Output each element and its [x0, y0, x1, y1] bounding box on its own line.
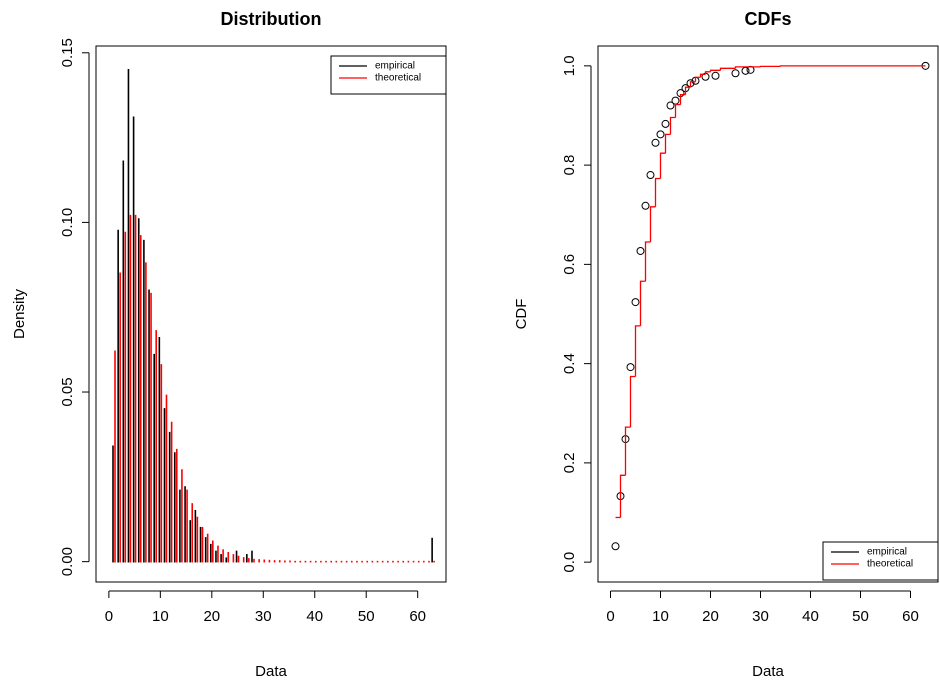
- plot-frame: [597, 45, 939, 583]
- legend-label: theoretical: [375, 73, 421, 84]
- x-tick-label: 50: [358, 608, 375, 625]
- legend-label: empirical: [375, 61, 415, 72]
- x-tick-label: 30: [255, 608, 272, 625]
- x-tick-label: 0: [606, 608, 614, 625]
- y-tick-label: 0.6: [561, 254, 578, 275]
- x-tick-label: 20: [203, 608, 220, 625]
- cdf-step: [694, 76, 701, 82]
- x-tick-label: 10: [152, 608, 169, 625]
- ecdf-point: [666, 101, 675, 110]
- y-tick-label: 0.2: [561, 452, 578, 473]
- cdf-step: [624, 426, 631, 476]
- x-tick-label: 0: [105, 608, 113, 625]
- cdf-step: [649, 206, 656, 243]
- legend-label: empirical: [867, 547, 907, 558]
- ecdf-point: [646, 171, 655, 180]
- x-tick-label: 60: [902, 608, 919, 625]
- cdf-step: [669, 116, 676, 135]
- cdf-step: [619, 474, 626, 518]
- cdf-step: [709, 69, 721, 72]
- cdf-step: [679, 93, 686, 105]
- ecdf-point: [731, 69, 740, 78]
- cdf-step: [634, 325, 641, 377]
- cdf-step: [719, 67, 736, 71]
- x-tick-label: 60: [409, 608, 426, 625]
- y-tick-label: 0.10: [59, 208, 76, 237]
- ecdf-point: [641, 201, 650, 210]
- ecdf-point: [631, 298, 640, 307]
- y-tick-label: 1.0: [561, 55, 578, 76]
- cdf-step: [639, 280, 646, 326]
- ecdf-point: [636, 246, 645, 255]
- cdf-step: [684, 86, 691, 95]
- cdf-step: [704, 71, 711, 75]
- cdf-step: [644, 241, 651, 282]
- cdf-step: [659, 152, 666, 179]
- y-axis-label: Density: [11, 288, 28, 339]
- chart-title: CDFs: [744, 9, 791, 29]
- cdf-step: [664, 133, 671, 154]
- ecdf-point: [711, 71, 720, 80]
- cdf-step: [674, 103, 681, 118]
- ecdf-point: [671, 96, 680, 105]
- x-tick-label: 30: [752, 608, 769, 625]
- x-tick-label: 50: [852, 608, 869, 625]
- y-tick-label: 0.0: [561, 552, 578, 573]
- cdf-step: [689, 81, 696, 88]
- y-tick-label: 0.05: [59, 377, 76, 406]
- x-tick-label: 10: [652, 608, 669, 625]
- ecdf-point: [741, 66, 750, 75]
- panel: Distribution Data Density 0 10 20 30 40 50 60 0.00…: [11, 9, 447, 680]
- cdf-step: [629, 375, 636, 428]
- cdf-step: [734, 66, 761, 69]
- ecdf-point: [656, 130, 665, 139]
- y-tick-label: 0.8: [561, 155, 578, 176]
- x-tick-label: 40: [802, 608, 819, 625]
- ecdf-point: [651, 138, 660, 147]
- x-axis-label: Data: [255, 663, 287, 680]
- plot-frame: [95, 45, 447, 583]
- x-tick-label: 20: [702, 608, 719, 625]
- y-axis-label: CDF: [513, 299, 530, 330]
- y-tick-label: 0.15: [59, 38, 76, 67]
- x-tick-label: 40: [306, 608, 323, 625]
- chart-title: Distribution: [221, 9, 322, 29]
- y-tick-label: 0.00: [59, 547, 76, 576]
- ecdf-point: [611, 542, 620, 551]
- legend-label: theoretical: [867, 559, 913, 570]
- ecdf-point: [661, 119, 670, 128]
- cdf-step: [699, 73, 706, 78]
- panel: CDFs Data CDF 0 10 20 30 40 50 60 0.0 0.2 0.4 0.6 0.8 1…: [513, 9, 939, 680]
- legend-box: [822, 541, 939, 581]
- ecdf-point: [626, 363, 635, 372]
- y-tick-label: 0.4: [561, 353, 578, 374]
- x-axis-label: Data: [752, 663, 784, 680]
- cdf-step: [654, 177, 661, 207]
- legend-box: [330, 55, 447, 95]
